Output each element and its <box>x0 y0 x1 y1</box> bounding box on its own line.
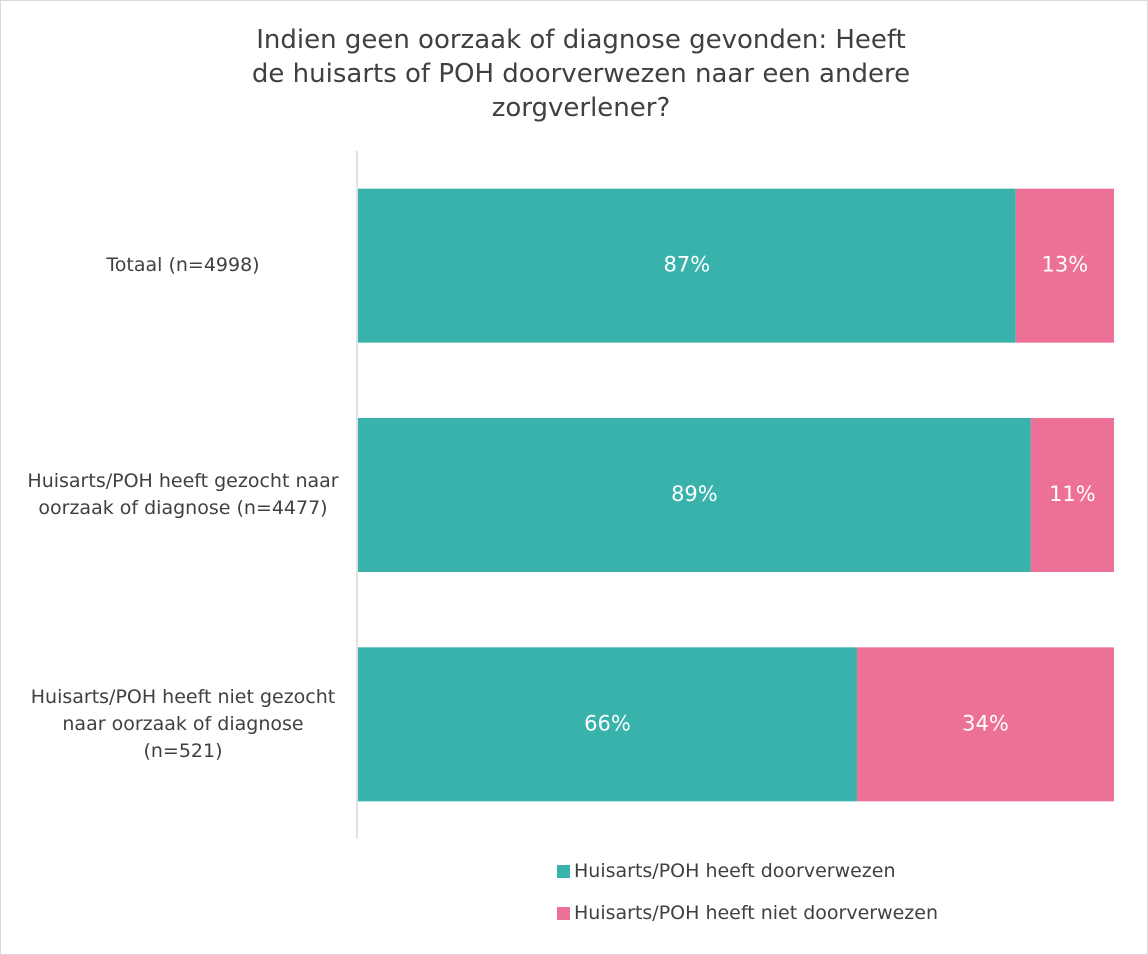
category-label: Huisarts/POH heeft niet gezocht naar oor… <box>30 685 336 762</box>
bar-segment <box>358 418 1031 572</box>
value-label: 87% <box>664 253 711 277</box>
bar-segment <box>358 188 1016 343</box>
value-label: 66% <box>584 711 631 735</box>
value-label: 11% <box>1049 482 1096 506</box>
legend-label: Huisarts/POH heeft niet doorverwezen <box>574 902 939 924</box>
value-label: 34% <box>962 711 1009 735</box>
bar-segment <box>1030 418 1114 572</box>
bar-segment <box>856 647 1114 802</box>
value-label: 13% <box>1042 253 1089 277</box>
bar-segment <box>358 647 857 802</box>
legend-label: Huisarts/POH heeft doorverwezen <box>574 860 896 882</box>
bar-segment <box>1015 188 1114 343</box>
value-label: 89% <box>671 482 718 506</box>
category-label: Totaal (n=4998) <box>106 254 260 277</box>
legend-swatch <box>557 865 570 878</box>
chart-title: Indien geen oorzaak of diagnose gevonden… <box>251 25 911 123</box>
category-label: Huisarts/POH heeft gezocht naar oorzaak … <box>27 470 339 519</box>
legend-swatch <box>557 907 570 920</box>
